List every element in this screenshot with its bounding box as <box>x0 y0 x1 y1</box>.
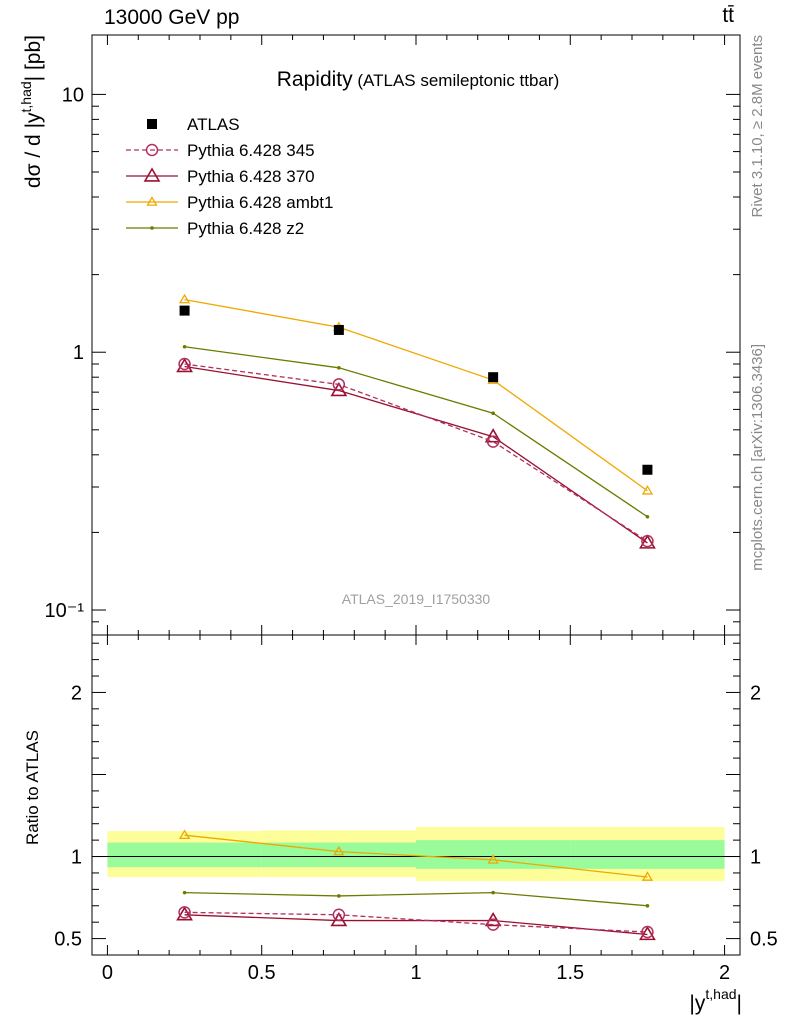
y-tick-label: 1 <box>73 342 84 364</box>
ratio-pythia-6-428-z2-point <box>337 894 341 898</box>
main-pythia-6-428-345-line <box>184 363 648 542</box>
main-pythia-6-428-370-line <box>184 365 648 544</box>
ratio-y-tick-label-left: 1 <box>71 847 82 869</box>
legend-label: Pythia 6.428 ambt1 <box>187 193 333 212</box>
ratio-pythia-6-428-z2-point <box>491 890 495 895</box>
main-pythia-6-428-370-point <box>176 357 193 373</box>
y-tick-label: 10 <box>62 84 84 106</box>
main-pythia-6-428-z2-line <box>184 346 648 518</box>
main-pythia-6-428-z2-point <box>337 366 341 370</box>
x-tick-label: 0 <box>102 962 113 984</box>
main-atlas-point <box>333 324 344 335</box>
rivet-version-label: Rivet 3.1.10, ≥ 2.8M events <box>749 35 766 218</box>
legend-item: Pythia 6.428 370 <box>126 167 315 186</box>
process-label: tt̄ <box>722 4 734 27</box>
mcplots-source-label: mcplots.cern.ch [arXiv:1306.3436] <box>749 344 766 571</box>
ratio-pythia-6-428-370-line <box>184 914 648 936</box>
ratio-band-inner <box>107 842 262 868</box>
ratio-pythia-6-428-345-point <box>486 918 500 931</box>
x-tick-label: 1 <box>410 962 421 984</box>
legend-marker <box>147 119 157 129</box>
series-layer <box>176 293 656 941</box>
main-pythia-6-428-370-point <box>639 534 656 549</box>
ratio-pythia-6-428-z2-point <box>645 903 650 908</box>
chart-title-main: Rapidity <box>277 68 353 91</box>
ratio-pythia-6-428-370-point <box>176 906 193 921</box>
y-axis-label: dσ / d |yt,had| [pb] <box>18 35 45 188</box>
legend-item: ATLAS <box>147 115 240 134</box>
ratio-uncertainty-bands <box>92 827 740 882</box>
legend-item: Pythia 6.428 ambt1 <box>126 193 333 212</box>
legend-marker <box>145 143 159 157</box>
ratio-pythia-6-428-345-line <box>184 911 648 933</box>
main-pythia-6-428-ambt1-point <box>641 485 654 495</box>
main-atlas-point <box>179 305 190 316</box>
ratio-y-axis-label: Ratio to ATLAS <box>23 730 42 845</box>
legend-label: ATLAS <box>187 115 240 134</box>
x-axis-label: |yt,had| <box>689 986 742 1015</box>
main-pythia-6-428-ambt1-point <box>178 293 191 304</box>
main-atlas-point <box>488 372 499 383</box>
ratio-pythia-6-428-345-point <box>332 908 346 922</box>
y-tick-label: 10⁻¹ <box>45 600 85 622</box>
collision-label: 13000 GeV pp <box>104 6 240 29</box>
legend-item: Pythia 6.428 345 <box>126 141 315 160</box>
legend-marker <box>146 196 158 206</box>
ratio-y-tick-label-right: 1 <box>750 847 761 869</box>
ratio-y-tick-label-right: 0.5 <box>750 929 778 951</box>
x-tick-label: 2 <box>719 962 730 984</box>
main-pythia-6-428-ambt1-line <box>184 298 648 492</box>
ratio-pythia-6-428-ambt1-point <box>333 845 345 856</box>
chart-title: Rapidity (ATLAS semileptonic ttbar) <box>277 68 559 91</box>
main-pythia-6-428-z2-point <box>491 411 495 416</box>
analysis-watermark: ATLAS_2019_I1750330 <box>342 591 491 607</box>
main-pythia-6-428-345-point <box>332 378 346 391</box>
ratio-pythia-6-428-ambt1-line <box>184 834 648 878</box>
legend-label: Pythia 6.428 370 <box>187 167 315 186</box>
x-tick-label: 0.5 <box>248 962 276 984</box>
ratio-pythia-6-428-z2-line <box>184 891 648 907</box>
ratio-y-tick-label-right: 2 <box>750 682 761 704</box>
chart-subtitle: (ATLAS semileptonic ttbar) <box>353 71 560 90</box>
ratio-y-tick-label-left: 0.5 <box>54 929 82 951</box>
main-pythia-6-428-z2-point <box>645 514 650 519</box>
x-tick-label: 1.5 <box>556 962 584 984</box>
main-pythia-6-428-345-point <box>178 357 191 371</box>
main-panel: ATLAS Pythia 6.428 345 Pythia 6.428 370 Pyt… <box>126 115 333 238</box>
legend-label: Pythia 6.428 345 <box>187 141 315 160</box>
ratio-pythia-6-428-345-point <box>641 925 654 939</box>
ratio-pythia-6-428-ambt1-point <box>641 871 654 881</box>
main-atlas-point <box>642 464 653 475</box>
legend-marker <box>143 167 161 182</box>
legend-item: Pythia 6.428 z2 <box>126 219 304 238</box>
ratio-y-tick-label-left: 2 <box>71 682 82 704</box>
main-pythia-6-428-345-point <box>486 435 500 448</box>
main-pythia-6-428-z2-point <box>182 344 187 349</box>
ratio-pythia-6-428-ambt1-point <box>178 829 191 840</box>
text-layer: 0 0.5 1 1.5 2 10 1 10⁻¹ 2 2 1 1 0.5 0.5 Rapidity (ATLA… <box>18 35 778 1015</box>
ratio-pythia-6-428-z2-point <box>182 890 187 895</box>
legend-marker <box>150 226 154 230</box>
ratio-frame <box>91 634 741 956</box>
axes-layer <box>91 34 741 956</box>
ratio-band-inner <box>570 840 725 869</box>
ratio-pythia-6-428-345-point <box>178 906 191 919</box>
ratio-pythia-6-428-370-point <box>639 925 656 941</box>
legend-label: Pythia 6.428 z2 <box>187 219 304 238</box>
main-pythia-6-428-345-point <box>641 534 654 548</box>
ratio-pythia-6-428-ambt1-point <box>487 854 499 864</box>
